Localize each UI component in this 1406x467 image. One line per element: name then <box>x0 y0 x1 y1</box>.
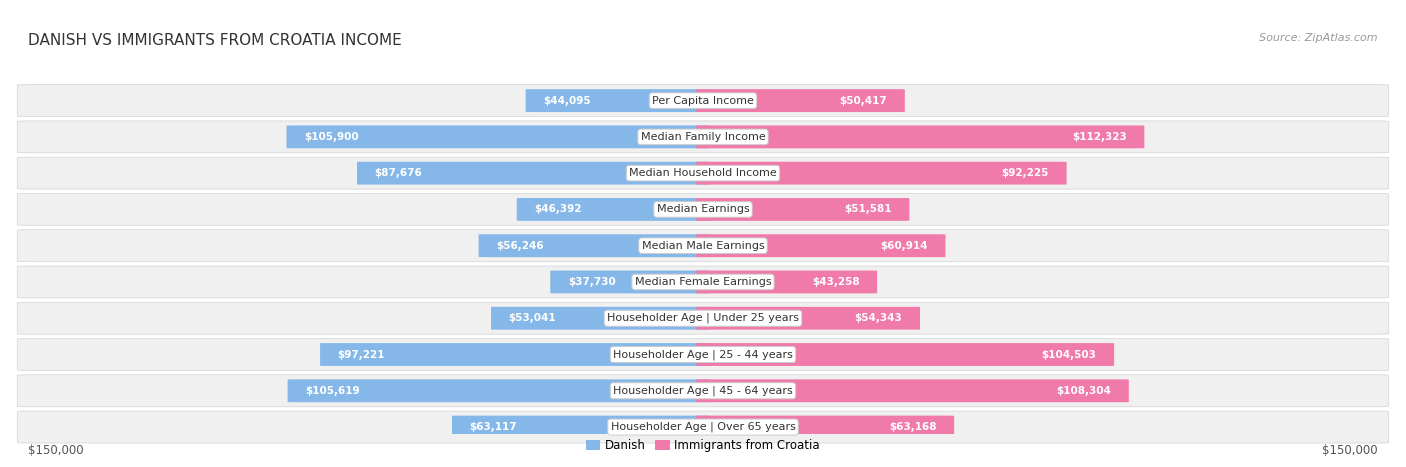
FancyBboxPatch shape <box>288 379 710 402</box>
FancyBboxPatch shape <box>526 89 710 112</box>
Text: $108,304: $108,304 <box>1056 386 1111 396</box>
FancyBboxPatch shape <box>478 234 710 257</box>
Text: Median Household Income: Median Household Income <box>628 168 778 178</box>
Text: Median Male Earnings: Median Male Earnings <box>641 241 765 251</box>
FancyBboxPatch shape <box>517 198 710 221</box>
FancyBboxPatch shape <box>17 121 1389 153</box>
FancyBboxPatch shape <box>696 379 1129 402</box>
FancyBboxPatch shape <box>357 162 710 184</box>
FancyBboxPatch shape <box>696 89 905 112</box>
FancyBboxPatch shape <box>17 157 1389 189</box>
Text: $53,041: $53,041 <box>509 313 557 323</box>
Text: $112,323: $112,323 <box>1071 132 1126 142</box>
FancyBboxPatch shape <box>321 343 710 366</box>
FancyBboxPatch shape <box>696 307 920 330</box>
Text: $105,619: $105,619 <box>305 386 360 396</box>
Text: Median Family Income: Median Family Income <box>641 132 765 142</box>
FancyBboxPatch shape <box>17 266 1389 298</box>
Text: Householder Age | 45 - 64 years: Householder Age | 45 - 64 years <box>613 386 793 396</box>
FancyBboxPatch shape <box>453 416 710 439</box>
Text: $63,117: $63,117 <box>470 422 517 432</box>
Legend: Danish, Immigrants from Croatia: Danish, Immigrants from Croatia <box>582 434 824 456</box>
Text: $50,417: $50,417 <box>839 96 887 106</box>
FancyBboxPatch shape <box>696 416 955 439</box>
FancyBboxPatch shape <box>696 234 945 257</box>
FancyBboxPatch shape <box>17 302 1389 334</box>
FancyBboxPatch shape <box>696 162 1067 184</box>
Text: Per Capita Income: Per Capita Income <box>652 96 754 106</box>
Text: Median Earnings: Median Earnings <box>657 205 749 214</box>
Text: Householder Age | 25 - 44 years: Householder Age | 25 - 44 years <box>613 349 793 360</box>
Text: $43,258: $43,258 <box>811 277 859 287</box>
Text: $104,503: $104,503 <box>1042 349 1097 360</box>
Text: DANISH VS IMMIGRANTS FROM CROATIA INCOME: DANISH VS IMMIGRANTS FROM CROATIA INCOME <box>28 33 402 48</box>
FancyBboxPatch shape <box>17 193 1389 226</box>
FancyBboxPatch shape <box>17 411 1389 443</box>
FancyBboxPatch shape <box>17 375 1389 407</box>
FancyBboxPatch shape <box>287 126 710 149</box>
Text: $44,095: $44,095 <box>543 96 591 106</box>
FancyBboxPatch shape <box>17 230 1389 262</box>
Text: $56,246: $56,246 <box>496 241 544 251</box>
Text: $97,221: $97,221 <box>337 349 385 360</box>
Text: $63,168: $63,168 <box>889 422 936 432</box>
FancyBboxPatch shape <box>696 126 1144 149</box>
FancyBboxPatch shape <box>550 270 710 293</box>
FancyBboxPatch shape <box>17 339 1389 370</box>
Text: Source: ZipAtlas.com: Source: ZipAtlas.com <box>1260 33 1378 42</box>
Text: $60,914: $60,914 <box>880 241 928 251</box>
FancyBboxPatch shape <box>696 343 1114 366</box>
FancyBboxPatch shape <box>696 270 877 293</box>
Text: $87,676: $87,676 <box>374 168 422 178</box>
Text: $46,392: $46,392 <box>534 205 582 214</box>
Text: $105,900: $105,900 <box>304 132 359 142</box>
FancyBboxPatch shape <box>491 307 710 330</box>
Text: $150,000: $150,000 <box>1322 444 1378 457</box>
Text: $54,343: $54,343 <box>855 313 903 323</box>
Text: $37,730: $37,730 <box>568 277 616 287</box>
Text: Median Female Earnings: Median Female Earnings <box>634 277 772 287</box>
Text: $150,000: $150,000 <box>28 444 84 457</box>
FancyBboxPatch shape <box>17 85 1389 117</box>
FancyBboxPatch shape <box>696 198 910 221</box>
Text: Householder Age | Over 65 years: Householder Age | Over 65 years <box>610 422 796 432</box>
Text: Householder Age | Under 25 years: Householder Age | Under 25 years <box>607 313 799 324</box>
Text: $51,581: $51,581 <box>844 205 891 214</box>
Text: $92,225: $92,225 <box>1001 168 1049 178</box>
